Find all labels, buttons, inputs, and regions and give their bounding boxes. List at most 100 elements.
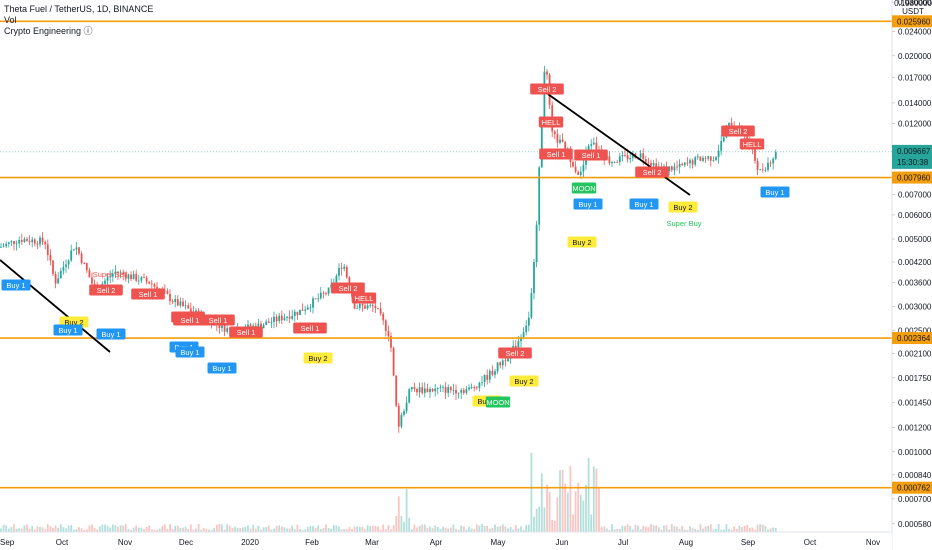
candle-body bbox=[54, 273, 57, 284]
time-tick-label: Oct bbox=[804, 538, 817, 547]
candle-body bbox=[132, 273, 135, 280]
time-tick-label: 2020 bbox=[241, 538, 259, 547]
signal-label: Sell 2 bbox=[538, 85, 557, 94]
signal-label: Buy 1 bbox=[634, 200, 653, 209]
candle-body bbox=[143, 277, 145, 279]
volume-bar bbox=[122, 525, 125, 532]
volume-bar bbox=[88, 525, 91, 532]
volume-bar bbox=[566, 492, 569, 532]
volume-bar bbox=[135, 525, 138, 532]
signal-label: Sell 2 bbox=[729, 127, 748, 136]
volume-bar bbox=[257, 525, 260, 532]
candle-body bbox=[317, 298, 320, 300]
candle-body bbox=[431, 389, 434, 392]
candle-body bbox=[327, 287, 330, 294]
candle-body bbox=[494, 371, 496, 375]
candle-body bbox=[618, 156, 621, 163]
candle-body bbox=[299, 309, 301, 315]
volume-bar bbox=[772, 527, 775, 532]
candle-body bbox=[218, 324, 221, 329]
volume-bars bbox=[0, 452, 777, 532]
volume-bar bbox=[395, 516, 398, 532]
volume-bar bbox=[611, 524, 613, 532]
time-tick-label: May bbox=[490, 538, 505, 547]
signal-box bbox=[207, 362, 237, 374]
candle-body bbox=[153, 284, 156, 287]
candle-body bbox=[442, 386, 444, 388]
indicator-vol[interactable]: Vol bbox=[4, 15, 17, 25]
candle-body bbox=[340, 268, 343, 269]
volume-bar bbox=[332, 525, 335, 532]
candle-body bbox=[223, 323, 226, 332]
volume-bar bbox=[598, 486, 600, 532]
volume-bar bbox=[119, 525, 122, 532]
volume-bar bbox=[569, 465, 572, 532]
volume-bar bbox=[23, 525, 26, 532]
candle-body bbox=[715, 157, 717, 160]
volume-bar bbox=[93, 527, 96, 532]
volume-bar bbox=[348, 527, 351, 532]
candle-body bbox=[130, 274, 132, 280]
volume-bar bbox=[384, 529, 387, 532]
volume-bar bbox=[631, 529, 634, 532]
volume-bar bbox=[527, 524, 530, 532]
volume-bar bbox=[75, 529, 78, 532]
volume-bar bbox=[704, 526, 707, 532]
volume-bar bbox=[475, 524, 478, 532]
volume-bar bbox=[213, 528, 216, 532]
volume-bar bbox=[111, 524, 114, 532]
volume-bar bbox=[33, 529, 36, 532]
candle-body bbox=[670, 166, 673, 171]
volume-bar bbox=[252, 524, 255, 532]
volume-bar bbox=[416, 527, 418, 532]
signal-label: Buy 2 bbox=[572, 238, 591, 247]
volume-bar bbox=[530, 452, 533, 532]
candle-body bbox=[379, 308, 382, 314]
signal-box bbox=[351, 292, 377, 304]
level-price-label: 0.007960 bbox=[897, 174, 931, 183]
volume-bar bbox=[546, 484, 548, 532]
candle-body bbox=[345, 266, 348, 278]
volume-bar bbox=[652, 525, 655, 532]
candle-body bbox=[462, 389, 465, 393]
price-tick-label: 0.000700 bbox=[898, 495, 932, 504]
volume-bar bbox=[634, 524, 637, 532]
volume-bar bbox=[572, 514, 574, 532]
signal-label: Buy 2 bbox=[673, 203, 692, 212]
volume-bar bbox=[169, 524, 171, 532]
volume-bar bbox=[28, 528, 31, 532]
time-tick-label: Oct bbox=[56, 538, 69, 547]
level-price-tag bbox=[892, 332, 932, 345]
volume-bar bbox=[304, 529, 307, 532]
signal-label: Sell 2 bbox=[97, 286, 116, 295]
volume-bar bbox=[150, 529, 153, 532]
volume-bar bbox=[293, 529, 296, 532]
indicator-crypto-engineering[interactable]: Crypto Engineering ⓘ bbox=[4, 26, 93, 36]
volume-bar bbox=[98, 526, 101, 532]
volume-bar bbox=[579, 494, 582, 532]
candle-body bbox=[41, 237, 44, 242]
candle-body bbox=[301, 309, 304, 311]
volume-bar bbox=[561, 470, 564, 532]
signal-label: Buy 2 bbox=[308, 354, 327, 363]
volume-bar bbox=[153, 529, 156, 532]
volume-bar bbox=[647, 527, 650, 532]
candle-body bbox=[769, 162, 772, 164]
candle-body bbox=[540, 122, 543, 168]
signal-box bbox=[571, 182, 597, 194]
volume-bar bbox=[434, 525, 437, 532]
volume-bar bbox=[761, 524, 764, 532]
volume-bar bbox=[410, 529, 413, 532]
candle-body bbox=[65, 264, 67, 267]
volume-bar bbox=[78, 527, 80, 532]
time-tick-label: Dec bbox=[179, 538, 193, 547]
candle-body bbox=[722, 137, 725, 142]
volume-bar bbox=[691, 528, 694, 532]
signal-label: MOON bbox=[486, 398, 509, 407]
volume-bar bbox=[746, 524, 749, 532]
candle-body bbox=[374, 305, 377, 309]
volume-bar bbox=[738, 525, 741, 532]
